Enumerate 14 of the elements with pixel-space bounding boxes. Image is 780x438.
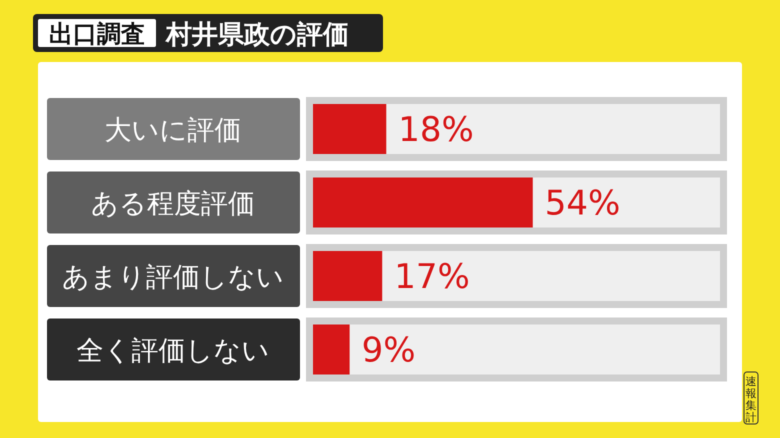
text: 速報集計 (746, 375, 756, 424)
bar (313, 104, 386, 154)
bar (313, 324, 350, 374)
data-label: 17% (394, 257, 470, 297)
y-tick-label: 大いに評価 (104, 115, 242, 146)
data-label: 9% (362, 330, 416, 370)
data-label: 54% (544, 184, 620, 224)
y-tick-label: あまり評価しない (62, 262, 284, 293)
chart-title: 村井県政の評価 (165, 20, 349, 50)
bar (313, 251, 382, 301)
y-tick-label: ある程度評価 (91, 188, 255, 220)
data-label: 18% (398, 110, 474, 150)
text: 出口調査 (49, 20, 145, 48)
y-tick-label: 全く評価しない (76, 336, 270, 366)
